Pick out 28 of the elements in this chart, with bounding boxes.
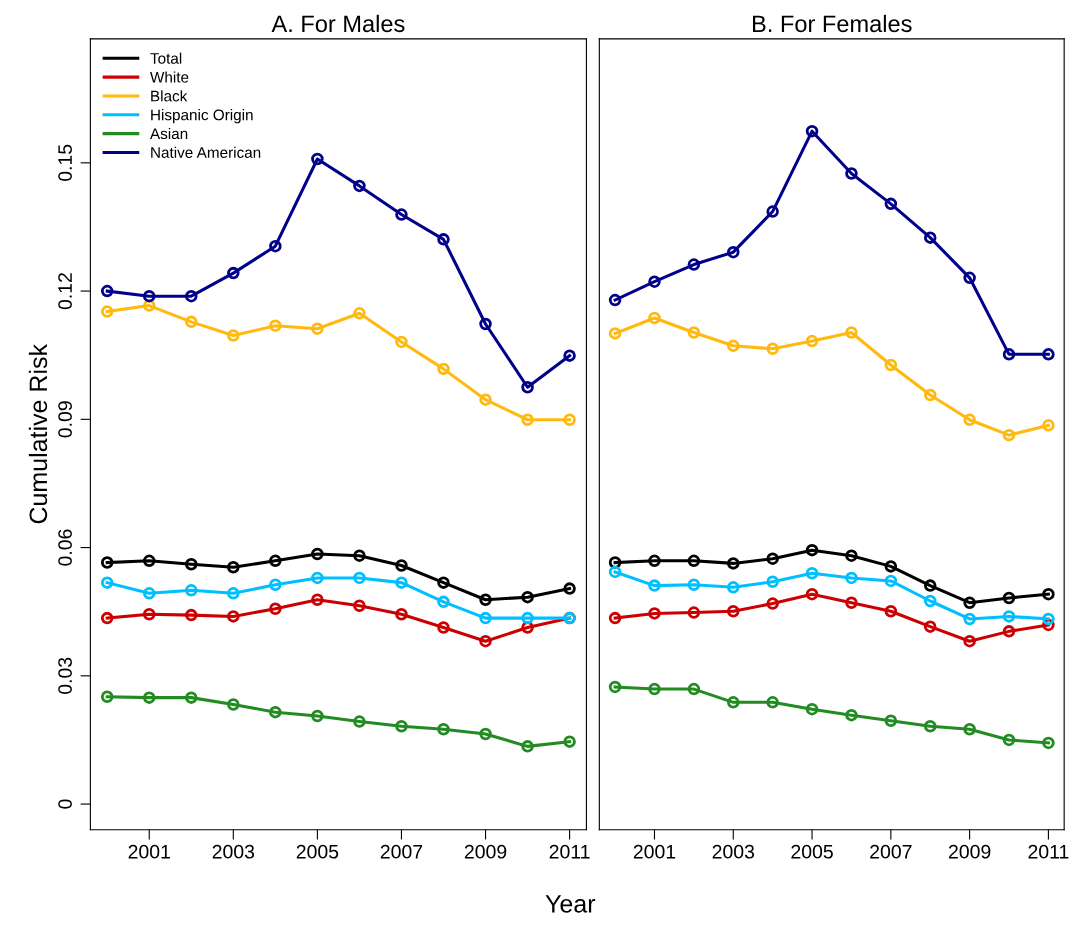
x-tick-label: 2001	[633, 844, 676, 859]
x-tick-label: 2011	[549, 844, 590, 859]
x-tick-label: 2011	[1028, 844, 1069, 859]
x-tick-label: 2007	[870, 844, 912, 859]
x-tick-label: 2009	[948, 844, 991, 859]
y-tick-label: 0	[58, 799, 72, 809]
x-tick-label: 2003	[712, 844, 755, 859]
x-tick-label: 2003	[212, 844, 255, 859]
y-tick-label: 0.03	[58, 657, 72, 694]
legend-label: Asian	[150, 127, 188, 140]
x-tick-label: 2005	[296, 844, 339, 859]
y-tick-label: 0.09	[58, 401, 72, 438]
y-tick-label: 0.06	[58, 529, 72, 566]
x-tick-label: 2009	[464, 844, 507, 859]
y-axis-title: Cumulative Risk	[28, 343, 48, 524]
x-tick-label: 2007	[380, 844, 423, 859]
x-tick-label: 2001	[128, 844, 170, 859]
legend-label: Native American	[151, 146, 261, 158]
legend-label: Hispanic Origin	[151, 109, 253, 124]
x-tick-label: 2005	[791, 844, 833, 859]
legend-label: Total	[150, 52, 182, 64]
y-tick-label: 0.15	[58, 144, 72, 181]
y-tick-label: 0.12	[58, 273, 72, 310]
chart-title: B. For Females	[753, 14, 912, 33]
legend-label: Black	[151, 90, 188, 102]
chart-title: A. For Males	[271, 14, 405, 33]
legend-label: White	[150, 71, 189, 83]
x-axis-title: Year	[545, 895, 596, 913]
